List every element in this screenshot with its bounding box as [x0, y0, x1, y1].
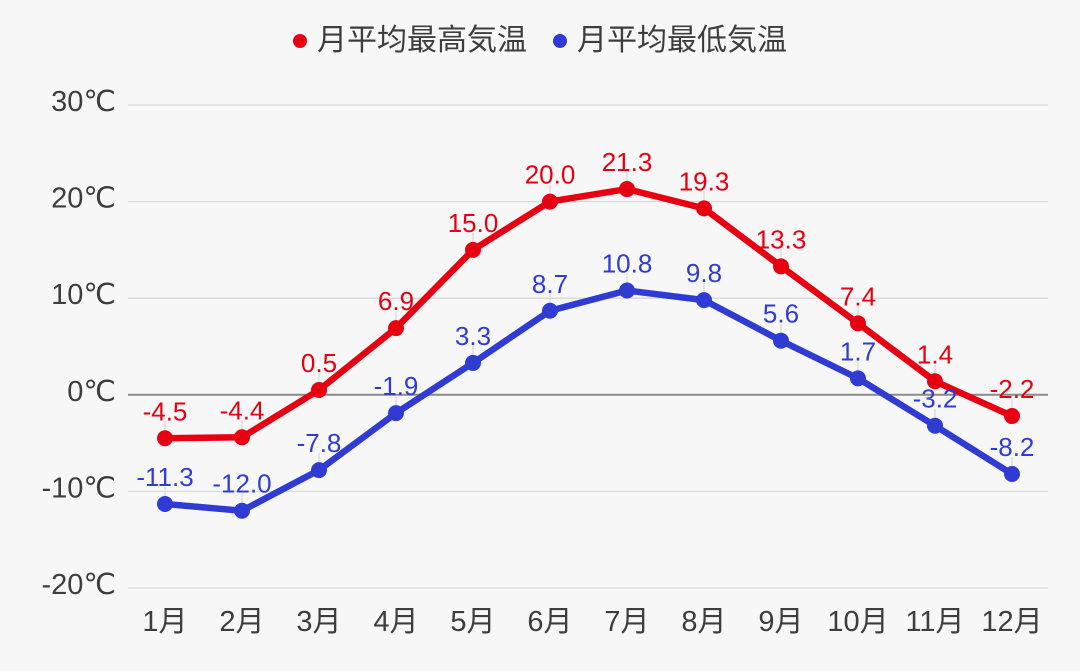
- data-label-low: 5.6: [763, 299, 799, 329]
- series-line-high: [161, 185, 1016, 442]
- data-label-low: 1.7: [840, 336, 876, 366]
- y-tick-label: -10℃: [42, 472, 116, 504]
- data-label-low: -1.9: [374, 371, 419, 401]
- data-point-high[interactable]: [696, 200, 712, 217]
- data-label-low: -8.2: [990, 432, 1035, 462]
- x-tick-label: 11月: [905, 606, 964, 638]
- chart-legend: 月平均最高気温 月平均最低気温: [0, 26, 1080, 56]
- data-label-low: -7.8: [297, 428, 342, 458]
- legend-dot-high-icon: [293, 34, 307, 48]
- data-label-low: 8.7: [532, 269, 568, 299]
- data-label-high: 19.3: [679, 166, 730, 196]
- legend-label-low: 月平均最低気温: [577, 24, 787, 57]
- legend-item-high[interactable]: 月平均最高気温: [293, 26, 527, 56]
- data-point-high[interactable]: [773, 258, 789, 275]
- data-label-high: 7.4: [840, 281, 876, 311]
- y-tick-label: 10℃: [51, 279, 116, 311]
- data-label-high: -4.4: [220, 395, 265, 425]
- data-point-high[interactable]: [542, 193, 558, 210]
- data-point-high[interactable]: [311, 381, 327, 398]
- x-tick-label: 3月: [296, 606, 341, 638]
- series-line-low: [161, 287, 1016, 514]
- legend-item-low[interactable]: 月平均最低気温: [553, 26, 787, 56]
- data-label-high: 21.3: [602, 147, 653, 177]
- data-point-low[interactable]: [388, 405, 404, 422]
- data-point-high[interactable]: [388, 320, 404, 337]
- x-tick-label: 8月: [681, 606, 726, 638]
- data-point-high[interactable]: [927, 373, 943, 390]
- data-label-low: -11.3: [136, 462, 193, 492]
- legend-dot-low-icon: [553, 34, 567, 48]
- data-point-low[interactable]: [696, 292, 712, 309]
- data-point-low[interactable]: [773, 332, 789, 349]
- x-tick-label: 6月: [527, 606, 572, 638]
- x-tick-label: 4月: [373, 606, 418, 638]
- x-tick-label: 12月: [981, 606, 1042, 638]
- data-label-high: 13.3: [756, 224, 807, 254]
- data-point-high[interactable]: [465, 241, 481, 258]
- data-point-low[interactable]: [619, 282, 635, 299]
- data-point-low[interactable]: [1004, 466, 1020, 483]
- data-label-low: -3.2: [913, 384, 958, 414]
- x-tick-label: 2月: [219, 606, 264, 638]
- x-tick-label: 7月: [604, 606, 649, 638]
- data-label-high: 1.4: [917, 339, 953, 369]
- data-label-high: 20.0: [525, 160, 576, 190]
- x-tick-label: 5月: [450, 606, 495, 638]
- data-label-high: -2.2: [990, 374, 1035, 404]
- y-tick-label: -20℃: [42, 569, 116, 601]
- data-point-low[interactable]: [465, 354, 481, 371]
- y-tick-label: 0℃: [67, 376, 116, 408]
- data-label-high: 15.0: [448, 208, 499, 238]
- x-tick-label: 9月: [758, 606, 803, 638]
- y-tick-label: 20℃: [51, 183, 116, 215]
- data-point-low[interactable]: [542, 302, 558, 319]
- data-point-high[interactable]: [850, 315, 866, 332]
- data-label-low: 3.3: [455, 321, 491, 351]
- data-point-low[interactable]: [311, 462, 327, 479]
- data-label-low: 10.8: [602, 248, 653, 278]
- x-tick-label: 10月: [827, 606, 888, 638]
- data-point-low[interactable]: [927, 417, 943, 434]
- data-label-high: 6.9: [378, 286, 414, 316]
- data-label-low: 9.8: [686, 258, 722, 288]
- data-point-low[interactable]: [850, 370, 866, 387]
- data-point-high[interactable]: [157, 430, 173, 447]
- y-tick-label: 30℃: [51, 86, 116, 118]
- data-point-high[interactable]: [234, 429, 250, 446]
- data-point-high[interactable]: [1004, 408, 1020, 425]
- legend-label-high: 月平均最高気温: [317, 24, 527, 57]
- data-label-low: -12.0: [212, 469, 271, 499]
- x-tick-label: 1月: [142, 606, 187, 638]
- data-point-low[interactable]: [234, 502, 250, 519]
- data-point-high[interactable]: [619, 181, 635, 198]
- data-point-low[interactable]: [157, 495, 173, 512]
- data-label-high: -4.5: [143, 396, 188, 426]
- data-label-high: 0.5: [301, 348, 337, 378]
